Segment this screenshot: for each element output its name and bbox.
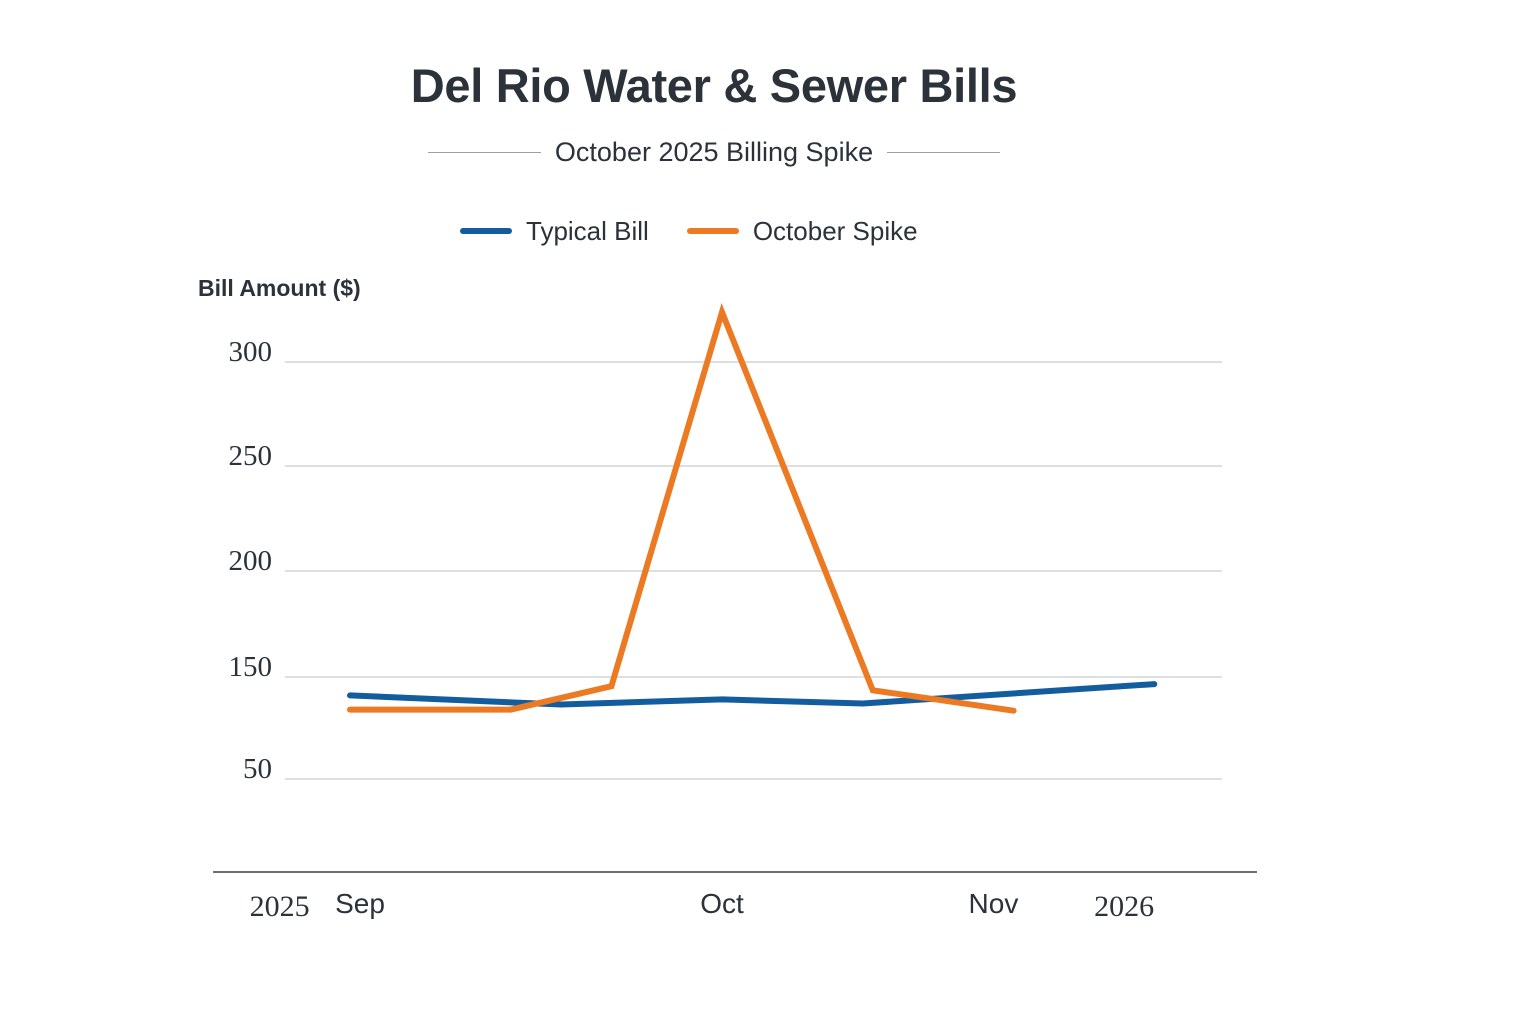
x-tick-label-2025: 2025 <box>250 890 310 923</box>
legend-item-spike: October Spike <box>686 215 918 247</box>
legend-swatch-typical <box>460 228 512 234</box>
subtitle-rule-right <box>887 151 1000 153</box>
y-tick-label-150: 150 <box>229 651 273 683</box>
y-axis-label: Bill Amount ($) <box>198 275 361 301</box>
x-tick-label-sep: Sep <box>335 888 385 919</box>
legend: Typical Bill October Spike <box>460 212 918 250</box>
legend-label-spike: October Spike <box>752 215 918 246</box>
chart-title: Del Rio Water & Sewer Bills <box>410 59 1018 112</box>
legend-label-typical: Typical Bill <box>526 215 649 246</box>
y-tick-label-50: 50 <box>243 753 272 785</box>
legend-swatch-spike <box>686 228 739 234</box>
y-tick-label-250: 250 <box>229 440 273 472</box>
series-line-typical-bill <box>347 681 1158 708</box>
subtitle-rule-left <box>428 151 541 153</box>
series-line-october-spike <box>347 302 1017 714</box>
legend-item-typical: Typical Bill <box>460 216 649 247</box>
chart-subtitle: October 2025 Billing Spike <box>554 136 874 167</box>
x-tick-label-2026: 2026 <box>1094 890 1154 923</box>
y-tick-label-200: 200 <box>229 545 273 577</box>
x-tick-label-nov: Nov <box>969 888 1019 919</box>
subtitle-row: October 2025 Billing Spike <box>428 134 1000 170</box>
y-tick-label-300: 300 <box>229 336 273 368</box>
x-tick-label-oct: Oct <box>700 888 744 919</box>
